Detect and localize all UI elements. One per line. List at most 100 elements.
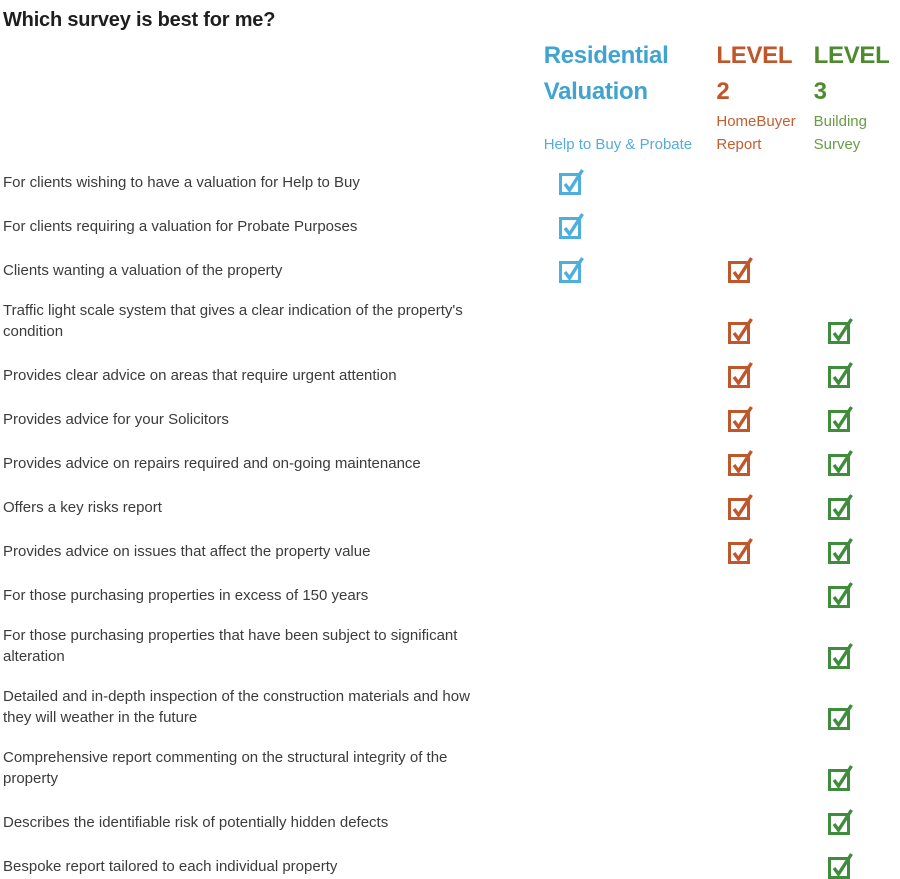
- table-row: Provides advice for your Solicitors: [3, 405, 894, 432]
- check-cell-residential-valuation: [540, 317, 713, 342]
- check-cell-residential-valuation: [540, 537, 713, 562]
- check-cell-level-3: [810, 256, 894, 281]
- row-label: Detailed and in-depth inspection of the …: [3, 688, 470, 726]
- check-cell-residential-valuation: [540, 256, 713, 283]
- checked-checkbox-icon: [827, 809, 853, 835]
- check-cell-level-2: [712, 764, 809, 789]
- column-title-line: LEVEL: [716, 42, 793, 69]
- column-subtitle: HomeBuyer Report: [716, 110, 809, 156]
- checked-checkbox-icon: [827, 765, 853, 791]
- row-label: Provides advice on issues that affect th…: [3, 543, 371, 560]
- check-cell-level-3: [810, 317, 894, 344]
- column-subtitle-line: Report: [716, 136, 762, 153]
- check-cell-level-3: [810, 537, 894, 564]
- check-cell-level-3: [810, 703, 894, 730]
- check-cell-residential-valuation: [540, 852, 713, 877]
- check-cell-level-3: [810, 405, 894, 432]
- column-header-level-2: LEVEL 2 HomeBuyer Report: [712, 38, 809, 156]
- checked-checkbox-icon: [827, 450, 853, 476]
- table-row: For clients wishing to have a valuation …: [3, 168, 894, 195]
- row-label: Provides clear advice on areas that requ…: [3, 367, 397, 384]
- check-cell-level-2: [712, 168, 809, 193]
- page-title: Which survey is best for me?: [3, 9, 276, 31]
- check-cell-level-2: [712, 703, 809, 728]
- check-cell-residential-valuation: [540, 808, 713, 833]
- column-subtitle-line: Help to Buy & Probate: [543, 136, 693, 153]
- check-cell-level-2: [712, 537, 809, 564]
- check-cell-level-2: [712, 317, 809, 344]
- column-title-line: Residential: [543, 42, 669, 69]
- checked-checkbox-icon: [827, 494, 853, 520]
- checked-checkbox-icon: [827, 582, 853, 608]
- check-cell-level-2: [712, 212, 809, 237]
- row-label: Provides advice on repairs required and …: [3, 455, 421, 472]
- check-cell-residential-valuation: [540, 642, 713, 667]
- check-cell-level-2: [712, 405, 809, 432]
- check-cell-level-3: [810, 852, 894, 879]
- column-subtitle-line: Building: [813, 113, 867, 130]
- checked-checkbox-icon: [728, 362, 754, 388]
- check-cell-residential-valuation: [540, 703, 713, 728]
- check-cell-level-2: [712, 852, 809, 877]
- check-cell-level-3: [810, 581, 894, 608]
- checked-checkbox-icon: [728, 318, 754, 344]
- checked-checkbox-icon: [558, 213, 584, 239]
- row-label: Traffic light scale system that gives a …: [3, 302, 463, 340]
- column-subtitle: Building Survey: [814, 110, 894, 156]
- check-cell-residential-valuation: [540, 212, 713, 239]
- check-cell-residential-valuation: [540, 764, 713, 789]
- column-subtitle-line: Survey: [813, 136, 861, 153]
- table-row: Provides clear advice on areas that requ…: [3, 361, 894, 388]
- check-cell-level-3: [810, 212, 894, 237]
- check-cell-level-3: [810, 168, 894, 193]
- check-cell-level-3: [810, 361, 894, 388]
- row-label: Comprehensive report commenting on the s…: [3, 749, 448, 787]
- column-subtitle-line: HomeBuyer: [716, 113, 796, 130]
- check-cell-residential-valuation: [540, 361, 713, 386]
- row-label: Offers a key risks report: [3, 499, 162, 516]
- checked-checkbox-icon: [827, 853, 853, 879]
- check-cell-level-3: [810, 808, 894, 835]
- column-title-line: Valuation: [543, 78, 648, 105]
- check-cell-level-2: [712, 581, 809, 606]
- table-row: Clients wanting a valuation of the prope…: [3, 256, 894, 283]
- check-cell-level-3: [810, 764, 894, 791]
- checked-checkbox-icon: [728, 257, 754, 283]
- table-row: Traffic light scale system that gives a …: [3, 300, 894, 344]
- table-row: Provides advice on repairs required and …: [3, 449, 894, 476]
- column-title-line: LEVEL: [813, 42, 890, 69]
- row-label: Provides advice for your Solicitors: [3, 411, 229, 428]
- row-label: For clients requiring a valuation for Pr…: [3, 218, 358, 235]
- row-label: Bespoke report tailored to each individu…: [3, 858, 338, 875]
- check-cell-level-3: [810, 642, 894, 669]
- table-header: Residential Valuation Help to Buy & Prob…: [3, 38, 894, 156]
- row-label: Clients wanting a valuation of the prope…: [3, 262, 283, 279]
- column-title-line: 2: [716, 78, 730, 105]
- check-cell-level-3: [810, 493, 894, 520]
- header-label-spacer: [3, 38, 540, 156]
- checked-checkbox-icon: [827, 406, 853, 432]
- checked-checkbox-icon: [827, 704, 853, 730]
- column-header-level-3: LEVEL 3 Building Survey: [810, 38, 894, 156]
- row-label: For those purchasing properties in exces…: [3, 587, 369, 604]
- check-cell-residential-valuation: [540, 168, 713, 195]
- check-cell-level-2: [712, 361, 809, 388]
- table-row: Bespoke report tailored to each individu…: [3, 852, 894, 879]
- row-label: Describes the identifiable risk of poten…: [3, 814, 389, 831]
- checked-checkbox-icon: [827, 538, 853, 564]
- check-cell-level-2: [712, 808, 809, 833]
- check-cell-residential-valuation: [540, 493, 713, 518]
- table-row: Detailed and in-depth inspection of the …: [3, 686, 894, 730]
- checked-checkbox-icon: [728, 538, 754, 564]
- column-subtitle: Help to Buy & Probate: [544, 110, 713, 156]
- checked-checkbox-icon: [728, 406, 754, 432]
- checked-checkbox-icon: [728, 494, 754, 520]
- checked-checkbox-icon: [827, 362, 853, 388]
- table-row: For clients requiring a valuation for Pr…: [3, 212, 894, 239]
- check-cell-residential-valuation: [540, 405, 713, 430]
- table-row: Provides advice on issues that affect th…: [3, 537, 894, 564]
- column-header-residential-valuation: Residential Valuation Help to Buy & Prob…: [540, 38, 713, 156]
- table-row: Comprehensive report commenting on the s…: [3, 747, 894, 791]
- comparison-table: For clients wishing to have a valuation …: [3, 168, 894, 879]
